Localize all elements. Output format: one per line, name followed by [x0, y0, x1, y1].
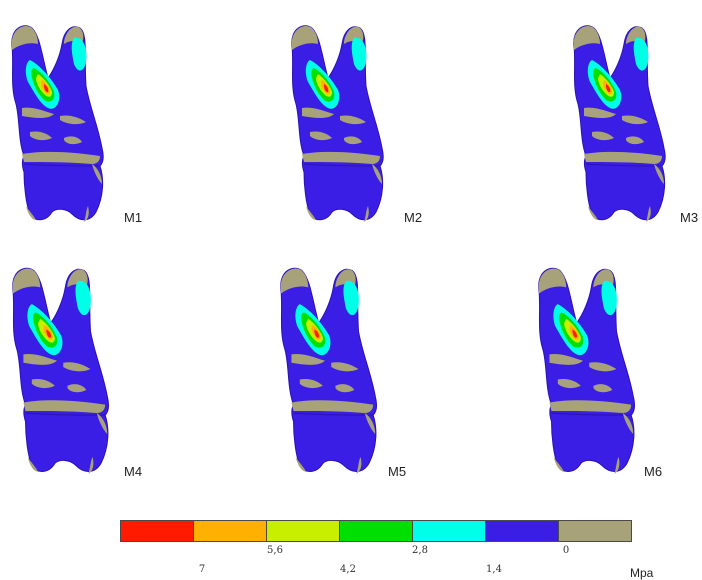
model-panel-m2: M2 [280, 16, 460, 226]
model-panel-m5: M5 [268, 258, 448, 479]
scale-swatch [193, 520, 267, 542]
tooth-stress-diagram [280, 267, 378, 475]
model-panel-m4: M4 [0, 258, 180, 479]
tooth-stress-diagram [291, 25, 384, 223]
scale-tick-label: 7 [198, 564, 206, 575]
tooth-stress-diagram [11, 25, 104, 223]
tooth-stress-diagram [573, 25, 666, 223]
scale-tick-label: 1,4 [486, 564, 502, 575]
model-label: M5 [388, 464, 407, 479]
model-label: M3 [680, 210, 699, 225]
stress-color-scale [120, 520, 632, 542]
scale-tick-label: 0 [562, 545, 570, 556]
model-label: M4 [124, 464, 143, 479]
model-panel-m1: M1 [0, 16, 180, 226]
scale-tick-label: 5,6 [267, 545, 283, 556]
model-label: M1 [124, 210, 143, 225]
scale-swatch [266, 520, 340, 542]
scale-swatch [120, 520, 194, 542]
model-panel-m6: M6 [526, 258, 702, 479]
scale-tick-label: 4,2 [340, 564, 356, 575]
model-label: M6 [644, 464, 663, 479]
scale-swatch [412, 520, 486, 542]
tooth-stress-diagram [12, 267, 110, 475]
scale-tick-label: 2,8 [412, 545, 428, 556]
scale-unit-label: Mpa [630, 566, 654, 580]
model-label: M2 [404, 210, 423, 225]
scale-swatch [339, 520, 413, 542]
tooth-stress-diagram [538, 267, 636, 475]
model-panel-m3: M3 [562, 16, 702, 226]
scale-swatch [558, 520, 632, 542]
scale-swatch [485, 520, 559, 542]
